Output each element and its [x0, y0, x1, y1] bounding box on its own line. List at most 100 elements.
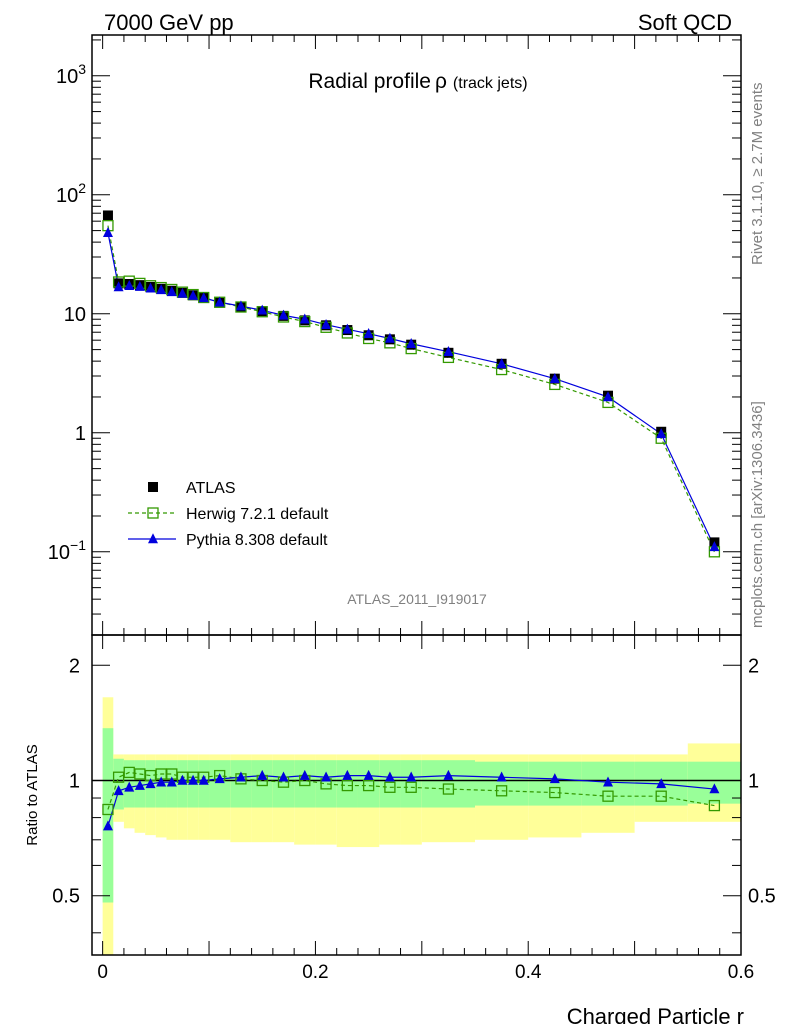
pythia-point	[656, 778, 667, 789]
pythia-point	[113, 281, 124, 292]
main-title-suffix: (track jets)	[453, 75, 528, 92]
y-tick-label: 10−1	[48, 537, 86, 564]
pythia-point	[443, 346, 454, 356]
herwig-point	[442, 783, 455, 795]
pythia-point	[188, 774, 199, 785]
ratio-band-inner	[400, 760, 422, 808]
herwig-point	[147, 507, 159, 519]
herwig-point	[708, 799, 721, 812]
side-label-top: Rivet 3.1.10, ≥ 2.7M events	[749, 83, 766, 266]
ratio-y-tick-label-right: 0.5	[748, 886, 776, 908]
pythia-point	[134, 779, 145, 790]
pythia-point	[406, 338, 417, 349]
pythia-point	[166, 286, 177, 297]
pythia-point	[549, 372, 560, 383]
pythia-point	[603, 391, 614, 402]
ratio-y-tick-label-left: 1	[69, 771, 80, 793]
y-tick-label: 102	[56, 180, 86, 207]
pythia-line	[107, 232, 715, 548]
ratio-band-inner	[336, 760, 358, 808]
pythia-point	[102, 227, 113, 237]
legend-label: ATLAS	[186, 480, 236, 497]
legend-label: Pythia 8.308 default	[186, 532, 328, 549]
header-right: Soft QCD	[638, 10, 732, 35]
ratio-band-inner	[251, 760, 273, 808]
y-tick-label: 10	[64, 304, 86, 326]
atlas-point	[102, 210, 113, 221]
legend: ATLAS Herwig 7.2.1 default Pythia 8.308 de…	[128, 480, 329, 549]
pythia-point	[124, 781, 135, 792]
pythia-point	[406, 771, 417, 782]
pythia-point	[124, 280, 135, 291]
pythia-point	[299, 313, 310, 324]
herwig-point	[341, 779, 353, 792]
pythia-point	[257, 304, 268, 315]
y-tick-label-exponent: −1	[70, 537, 86, 553]
pythia-point	[102, 820, 113, 831]
herwig-point	[405, 781, 417, 793]
pythia-point	[177, 287, 188, 298]
pythia-point	[709, 783, 720, 794]
ratio-y-tick-label-left: 2	[69, 655, 80, 677]
pythia-point	[656, 428, 667, 439]
pythia-point	[299, 769, 310, 780]
pythia-point	[177, 774, 188, 785]
pythia-point	[549, 773, 560, 784]
herwig-point	[495, 785, 508, 797]
pythia-point	[278, 309, 289, 320]
herwig-point	[602, 790, 614, 802]
pythia-point	[496, 358, 507, 369]
pythia-point	[603, 776, 614, 787]
y-tick-label: 1	[75, 423, 86, 445]
pythia-point	[198, 292, 209, 303]
pythia-point	[198, 774, 209, 785]
ratio-band-inner	[113, 758, 124, 810]
ratio-series	[102, 766, 721, 831]
herwig-point	[549, 786, 561, 799]
ratio-band-inner	[209, 760, 231, 808]
ratio-band-inner	[687, 761, 741, 804]
legend-label: Herwig 7.2.1 default	[186, 506, 329, 523]
herwig-point	[102, 803, 114, 816]
x-tick-label: 0	[97, 962, 108, 983]
pythia-point	[166, 776, 177, 787]
x-tick-label: 0.2	[302, 962, 328, 983]
ratio-band-inner	[272, 760, 295, 808]
x-tick-label: 0.6	[728, 962, 754, 983]
pythia-point	[342, 769, 353, 780]
pythia-point	[156, 776, 167, 787]
herwig-point	[362, 779, 375, 792]
x-tick-label: 0.4	[515, 962, 542, 983]
pythia-point	[384, 771, 395, 782]
y-tick-label-base: 10	[48, 542, 70, 564]
pythia-point	[278, 771, 289, 782]
pythia-point	[363, 328, 374, 338]
ratio-y-tick-label-right: 1	[748, 771, 759, 793]
pythia-point	[496, 771, 507, 782]
pythia-point	[709, 541, 720, 552]
x-axis-label: Charged Particle r	[567, 1004, 744, 1024]
ratio-y-tick-label-left: 0.5	[52, 886, 80, 908]
herwig-line	[107, 771, 715, 810]
pythia-point	[156, 284, 167, 295]
y-tick-label-exponent: 3	[78, 61, 86, 77]
pythia-point	[235, 300, 246, 311]
herwig-line	[107, 225, 715, 553]
pythia-point	[321, 771, 332, 782]
pythia-point	[235, 771, 246, 782]
analysis-label: ATLAS_2011_I919017	[347, 591, 487, 607]
ratio-band-inner	[102, 728, 114, 903]
ratio-band-inner	[475, 761, 529, 806]
ratio-band-inner	[357, 760, 380, 808]
ratio-band-inner	[528, 761, 582, 806]
y-tick-label: 103	[56, 61, 86, 88]
side-label-bottom: mcplots.cern.ch [arXiv:1306.3436]	[749, 401, 766, 628]
pythia-point	[113, 785, 124, 796]
atlas-point	[148, 482, 158, 492]
y-tick-label-exponent: 2	[78, 180, 86, 196]
y-tick-label-base: 10	[56, 185, 78, 207]
pythia-point	[443, 769, 454, 780]
